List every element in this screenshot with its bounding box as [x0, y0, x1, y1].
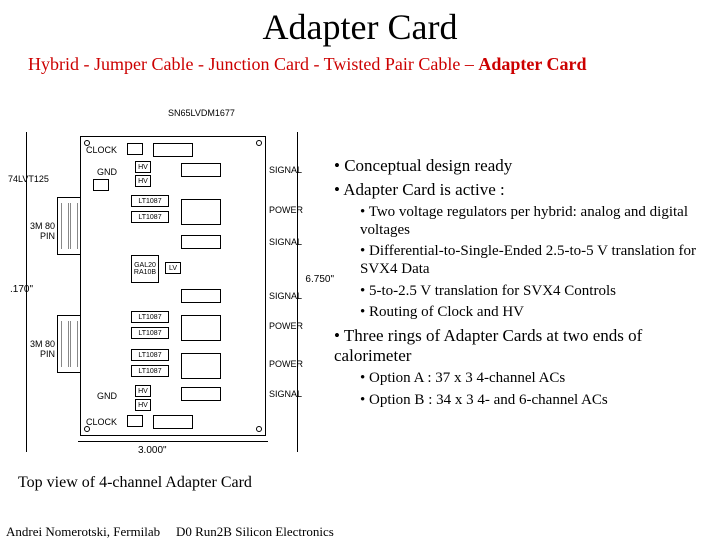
bullet-item: Three rings of Adapter Cards at two ends… — [334, 326, 704, 366]
bullet-item: Conceptual design ready — [334, 156, 704, 176]
sub-bullet: Differential-to-Single-Ended 2.5-to-5 V … — [360, 243, 704, 278]
dim-right-label: 6.750" — [305, 274, 334, 285]
chip-signal-block — [181, 163, 221, 177]
chip-sn65 — [153, 415, 193, 429]
chip-signal-block — [181, 289, 221, 303]
label-signal: SIGNAL — [269, 389, 309, 399]
connector-3m-80pin — [57, 197, 81, 255]
chip-hv: HV — [135, 385, 151, 397]
footer-author: Andrei Nomerotski, Fermilab — [6, 524, 160, 540]
dim-left-label: .170" — [10, 284, 33, 295]
chip-lv: LV — [165, 262, 181, 274]
chip-lt1087: LT1087 — [131, 211, 169, 223]
chip-power-block — [181, 199, 221, 225]
footer-project: D0 Run2B Silicon Electronics — [176, 524, 334, 540]
board-outline: 3M 80 PIN 3M 80 PIN CLOCK HV HV GND SIGN… — [80, 136, 266, 436]
chip-power-block — [181, 315, 221, 341]
dim-bottom-label: 3.000" — [138, 445, 167, 456]
mount-hole — [256, 140, 262, 146]
conn-label: 3M 80 PIN — [21, 339, 55, 359]
page-title: Adapter Card — [0, 6, 720, 48]
label-gnd: GND — [83, 391, 117, 401]
chip-lt1087: LT1087 — [131, 365, 169, 377]
label-clock: CLOCK — [83, 417, 117, 427]
chip-small — [127, 143, 143, 155]
chip-lt1087: LT1087 — [131, 349, 169, 361]
left-chip-label: 74LVT125 — [8, 174, 49, 184]
chip-power-block — [181, 353, 221, 379]
label-power: POWER — [269, 359, 309, 369]
diagram-caption: Top view of 4-channel Adapter Card — [18, 474, 252, 492]
adapter-card-diagram: .170" 6.750" 3.000" SN65LVDM1677 74LVT12… — [18, 114, 318, 454]
chip-sn65 — [153, 143, 193, 157]
chip-lt1087: LT1087 — [131, 327, 169, 339]
chip-signal-block — [181, 235, 221, 249]
sub-bullet: Routing of Clock and HV — [360, 304, 704, 322]
sub-bullet: Option B : 34 x 3 4- and 6-channel ACs — [360, 392, 704, 410]
chip-hv: HV — [135, 161, 151, 173]
label-signal: SIGNAL — [269, 165, 309, 175]
chip-hv: HV — [135, 399, 151, 411]
label-gnd: GND — [83, 167, 117, 177]
signal-chain-subtitle: Hybrid - Jumper Cable - Junction Card - … — [28, 54, 720, 75]
mount-hole — [256, 426, 262, 432]
label-signal: SIGNAL — [269, 291, 309, 301]
sub-bullet: Two voltage regulators per hybrid: analo… — [360, 204, 704, 239]
label-signal: SIGNAL — [269, 237, 309, 247]
chip-lt1087: LT1087 — [131, 311, 169, 323]
dim-line-bottom — [78, 441, 268, 442]
conn-label: 3M 80 PIN — [21, 221, 55, 241]
chip-lt1087: LT1087 — [131, 195, 169, 207]
sub-bullet: 5-to-2.5 V translation for SVX4 Controls — [360, 283, 704, 301]
chain-text: Hybrid - Jumper Cable - Junction Card - … — [28, 54, 478, 74]
chip-small — [127, 415, 143, 427]
chip-hv: HV — [135, 175, 151, 187]
chip-gal: GAL20 RA10B — [131, 255, 159, 283]
connector-3m-80pin — [57, 315, 81, 373]
chain-final: Adapter Card — [478, 54, 586, 74]
sub-bullet: Option A : 37 x 3 4-channel ACs — [360, 370, 704, 388]
bullet-list: Conceptual design ready Adapter Card is … — [334, 156, 704, 414]
chip-74lvt — [93, 179, 109, 191]
top-chip-label: SN65LVDM1677 — [168, 108, 235, 118]
bullet-item: Adapter Card is active : — [334, 180, 704, 200]
chip-signal-block — [181, 387, 221, 401]
label-clock: CLOCK — [83, 145, 117, 155]
label-power: POWER — [269, 321, 309, 331]
label-power: POWER — [269, 205, 309, 215]
